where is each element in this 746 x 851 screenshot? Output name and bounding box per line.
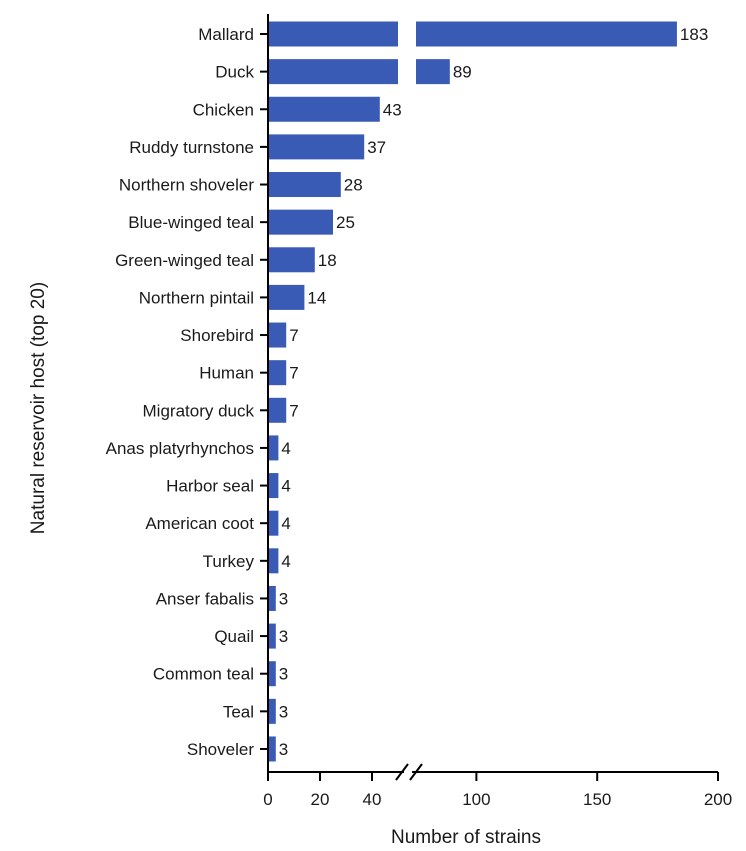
y-axis-title: Natural reservoir host (top 20): [28, 282, 49, 534]
axes-group: [267, 14, 718, 781]
bar-16: [268, 623, 276, 649]
bar-19: [268, 736, 276, 762]
bar-8: [268, 322, 287, 348]
x-tick-label-100: 100: [462, 790, 490, 809]
value-label-17: 3: [279, 665, 288, 684]
bar-1-part-1: [268, 59, 398, 85]
x-tick-label-150: 150: [583, 790, 611, 809]
category-label-3: Ruddy turnstone: [129, 138, 254, 157]
category-label-4: Northern shoveler: [119, 176, 254, 195]
value-label-1: 89: [453, 63, 472, 82]
bar-9: [268, 360, 287, 386]
bar-17: [268, 661, 276, 687]
category-label-9: Human: [199, 364, 254, 383]
bar-11: [268, 435, 279, 461]
bar-6: [268, 247, 315, 273]
bar-18: [268, 698, 276, 724]
x-ticks-group: 0 20 40 100 150 200: [260, 33, 732, 809]
value-label-19: 3: [279, 740, 288, 759]
bar-1-part-2: [416, 59, 450, 85]
value-label-15: 3: [279, 589, 288, 608]
value-label-3: 37: [367, 138, 386, 157]
value-label-0: 183: [680, 25, 708, 44]
value-label-9: 7: [289, 364, 298, 383]
category-label-15: Anser fabalis: [156, 589, 254, 608]
axis-break-mark-1: [395, 763, 409, 781]
value-label-5: 25: [336, 213, 355, 232]
bar-2: [268, 96, 380, 122]
category-label-18: Teal: [223, 702, 254, 721]
value-label-8: 7: [289, 326, 298, 345]
category-label-7: Northern pintail: [139, 288, 254, 307]
bar-4: [268, 172, 341, 198]
value-label-12: 4: [281, 477, 290, 496]
value-label-14: 4: [281, 552, 290, 571]
category-label-10: Migratory duck: [143, 401, 255, 420]
value-label-11: 4: [281, 439, 290, 458]
x-tick-label-0: 0: [263, 790, 272, 809]
category-label-17: Common teal: [153, 665, 254, 684]
bar-15: [268, 585, 276, 611]
value-label-16: 3: [279, 627, 288, 646]
category-label-5: Blue-winged teal: [128, 213, 254, 232]
bar-3: [268, 134, 365, 160]
x-tick-label-200: 200: [704, 790, 732, 809]
bar-12: [268, 473, 279, 499]
category-label-1: Duck: [215, 63, 254, 82]
x-axis-title: Number of strains: [391, 827, 541, 848]
category-label-16: Quail: [214, 627, 254, 646]
bar-14: [268, 548, 279, 574]
bar-10: [268, 397, 287, 423]
value-label-4: 28: [344, 176, 363, 195]
category-label-12: Harbor seal: [166, 477, 254, 496]
bar-0-part-1: [268, 21, 398, 47]
bar-7: [268, 284, 305, 310]
category-label-2: Chicken: [193, 100, 254, 119]
category-label-11: Anas platyrhynchos: [106, 439, 254, 458]
category-labels-group: Mallard Duck Chicken Ruddy turnstone Norther…: [106, 25, 255, 759]
value-label-6: 18: [318, 251, 337, 270]
bar-5: [268, 209, 333, 235]
category-label-13: American coot: [145, 514, 254, 533]
x-tick-label-40: 40: [363, 790, 382, 809]
bar-13: [268, 510, 279, 536]
bars-group: [268, 21, 677, 762]
x-tick-label-20: 20: [311, 790, 330, 809]
value-label-18: 3: [279, 702, 288, 721]
category-label-14: Turkey: [203, 552, 255, 571]
value-label-7: 14: [307, 288, 326, 307]
value-label-13: 4: [281, 514, 290, 533]
axis-break-mark-2: [409, 763, 423, 781]
category-label-6: Green-winged teal: [115, 251, 254, 270]
bar-0-part-2: [416, 21, 677, 47]
category-label-8: Shorebird: [180, 326, 254, 345]
value-label-2: 43: [383, 100, 402, 119]
category-label-0: Mallard: [198, 25, 254, 44]
value-label-10: 7: [289, 401, 298, 420]
category-label-19: Shoveler: [187, 740, 254, 759]
